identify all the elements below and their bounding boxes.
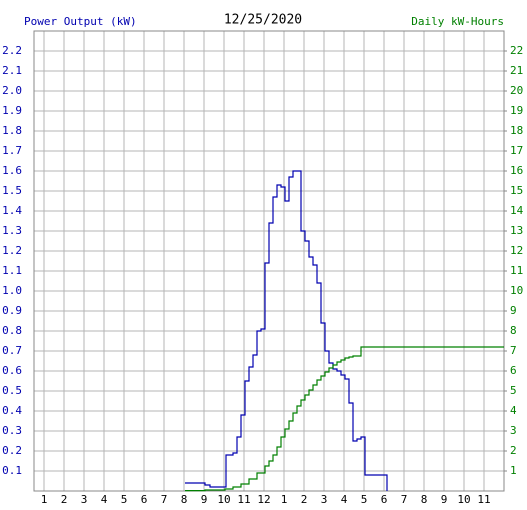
x-tick-label: 2: [61, 493, 68, 506]
y-tick-label: 1.6: [2, 164, 22, 177]
y-tick-label: 2.2: [2, 44, 22, 57]
x-tick-label: 1: [41, 493, 48, 506]
y-tick-label: 0.6: [2, 364, 22, 377]
y-tick-label: 0.2: [2, 444, 22, 457]
x-tick-label: 4: [341, 493, 348, 506]
x-tick-label: 4: [101, 493, 108, 506]
y-tick-label: 1.5: [2, 184, 22, 197]
y2-tick-label: 6: [510, 364, 517, 377]
y2-tick-label: 13: [510, 224, 523, 237]
y-tick-label: 1.9: [2, 104, 22, 117]
y2-tick-label: 20: [510, 84, 523, 97]
y2-tick-label: 15: [510, 184, 523, 197]
x-tick-label: 9: [441, 493, 448, 506]
y-tick-label: 0.1: [2, 464, 22, 477]
y2-tick-label: 2: [510, 444, 517, 457]
x-tick-label: 10: [457, 493, 470, 506]
y2-axis-label: Daily kW-Hours: [411, 15, 504, 28]
chart-title: 12/25/2020: [224, 13, 302, 28]
y-tick-label: 0.4: [2, 404, 22, 417]
plot-frame: [33, 30, 505, 492]
y2-tick-label: 18: [510, 124, 523, 137]
y-tick-label: 0.5: [2, 384, 22, 397]
y-tick-label: 0.7: [2, 344, 22, 357]
x-tick-label: 11: [477, 493, 490, 506]
x-tick-label: 5: [361, 493, 368, 506]
y2-tick-label: 22: [510, 44, 523, 57]
y-tick-label: 1.3: [2, 224, 22, 237]
y2-tick-label: 14: [510, 204, 524, 217]
y2-tick-label: 17: [510, 144, 523, 157]
y-tick-label: 1.8: [2, 124, 22, 137]
y-tick-label: 2.0: [2, 84, 22, 97]
y2-tick-label: 4: [510, 404, 517, 417]
x-tick-label: 11: [237, 493, 250, 506]
y-tick-label: 0.8: [2, 324, 22, 337]
x-tick-label: 10: [217, 493, 230, 506]
y2-tick-label: 9: [510, 304, 517, 317]
data-line: [185, 170, 388, 491]
x-tick-label: 9: [201, 493, 208, 506]
y2-tick-label: 16: [510, 164, 523, 177]
y2-tick-label: 10: [510, 284, 523, 297]
y2-tick-label: 11: [510, 264, 523, 277]
y-tick-label: 0.9: [2, 304, 22, 317]
y2-tick-label: 12: [510, 244, 523, 257]
x-tick-label: 3: [321, 493, 328, 506]
y2-tick-label: 1: [510, 464, 517, 477]
y-tick-label: 1.4: [2, 204, 22, 217]
x-tick-label: 6: [381, 493, 388, 506]
y-tick-label: 2.1: [2, 64, 22, 77]
y2-tick-label: 19: [510, 104, 523, 117]
y-tick-label: 1.0: [2, 284, 22, 297]
y-tick-label: 0.3: [2, 424, 22, 437]
x-tick-label: 8: [181, 493, 188, 506]
y-tick-label: 1.1: [2, 264, 22, 277]
x-tick-label: 2: [301, 493, 308, 506]
x-tick-label: 3: [81, 493, 88, 506]
x-tick-label: 8: [421, 493, 428, 506]
x-tick-label: 7: [401, 493, 408, 506]
y2-tick-label: 3: [510, 424, 517, 437]
y-axis-label: Power Output (kW): [24, 15, 137, 28]
y-tick-label: 1.7: [2, 144, 22, 157]
y2-tick-label: 8: [510, 324, 517, 337]
x-tick-label: 7: [161, 493, 168, 506]
x-tick-label: 6: [141, 493, 148, 506]
y2-tick-label: 5: [510, 384, 517, 397]
x-tick-label: 1: [281, 493, 288, 506]
y2-tick-label: 21: [510, 64, 523, 77]
y-tick-label: 1.2: [2, 244, 22, 257]
x-tick-label: 12: [257, 493, 270, 506]
x-tick-label: 5: [121, 493, 128, 506]
data-line: [185, 346, 504, 492]
y2-tick-label: 7: [510, 344, 517, 357]
